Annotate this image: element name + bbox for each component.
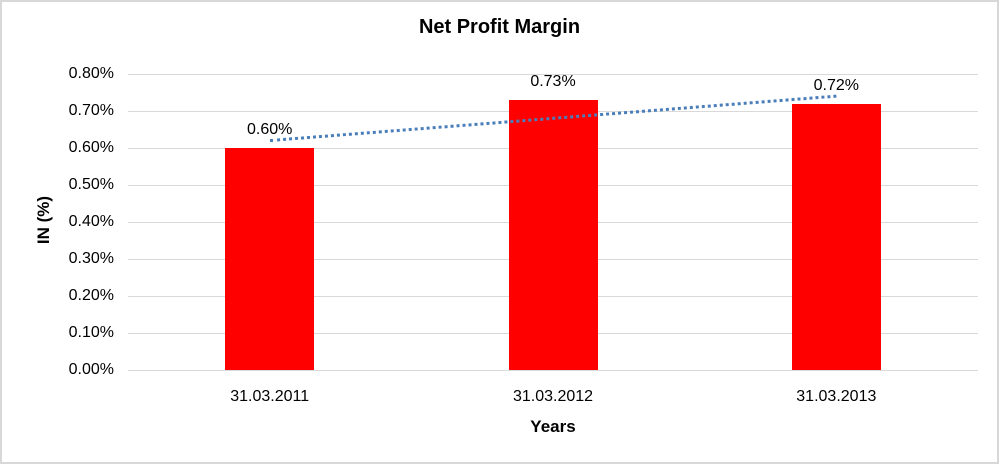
x-tick-label: 31.03.2013 — [796, 388, 877, 405]
y-tick-label: 0.70% — [68, 102, 114, 119]
y-tick-label: 0.40% — [68, 213, 114, 230]
x-tick-label: 31.03.2012 — [512, 388, 594, 405]
y-tick-label: 0.20% — [68, 287, 114, 304]
bar-31.03.2012 — [508, 99, 598, 370]
y-tick-label: 0.10% — [68, 324, 114, 341]
x-tick-label: 31.03.2011 — [230, 388, 310, 405]
y-tick-label: 0.30% — [68, 250, 114, 267]
y-tick-label: 0.80% — [68, 65, 114, 82]
y-tick-label: 0.00% — [68, 361, 114, 378]
gridline — [128, 73, 978, 75]
bar-31.03.2011 — [225, 148, 315, 370]
gridline — [128, 369, 978, 371]
bar-value-label: 0.73% — [530, 72, 576, 90]
y-tick-label: 0.60% — [68, 139, 114, 156]
x-axis-title: Years — [530, 417, 576, 436]
bar-value-label: 0.60% — [246, 121, 293, 138]
bar-31.03.2013 — [791, 103, 881, 370]
chart-title: Net Profit Margin — [418, 16, 581, 38]
y-axis-title: IN (%) — [34, 195, 53, 245]
y-tick-label: 0.50% — [68, 176, 114, 193]
bar-value-label: 0.72% — [813, 76, 860, 94]
